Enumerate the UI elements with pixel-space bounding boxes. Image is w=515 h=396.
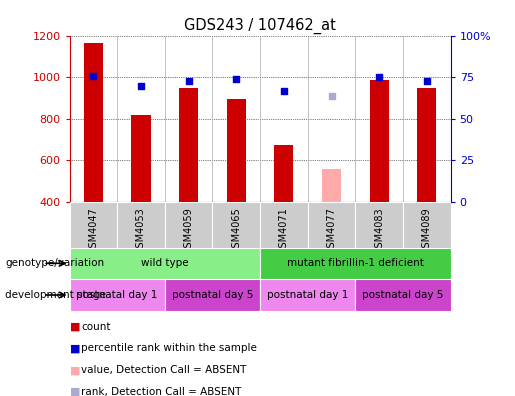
Text: wild type: wild type [141, 258, 188, 268]
Text: GSM4077: GSM4077 [327, 208, 336, 254]
Bar [227, 99, 246, 202]
Text: postnatal day 1: postnatal day 1 [267, 290, 349, 300]
Text: ■: ■ [70, 387, 80, 396]
Point [375, 74, 383, 80]
Bar [370, 80, 389, 202]
Point [89, 72, 97, 79]
Point [328, 92, 336, 99]
Bar [403, 202, 451, 248]
Bar [260, 202, 308, 248]
Bar [84, 43, 103, 202]
Bar [213, 202, 260, 248]
Bar [165, 202, 212, 248]
Bar [70, 248, 260, 279]
Text: rank, Detection Call = ABSENT: rank, Detection Call = ABSENT [81, 387, 242, 396]
Title: GDS243 / 107462_at: GDS243 / 107462_at [184, 18, 336, 34]
Bar [260, 248, 451, 279]
Text: mutant fibrillin-1 deficient: mutant fibrillin-1 deficient [287, 258, 424, 268]
Bar [417, 88, 436, 202]
Text: GSM4047: GSM4047 [89, 208, 98, 254]
Bar [322, 169, 341, 202]
Bar [70, 279, 165, 311]
Bar [355, 279, 451, 311]
Point [232, 76, 241, 82]
Bar [355, 202, 403, 248]
Bar [179, 88, 198, 202]
Bar [165, 279, 260, 311]
Text: ■: ■ [70, 322, 80, 332]
Text: GSM4059: GSM4059 [184, 208, 194, 254]
Text: development stage: development stage [5, 290, 106, 300]
Bar [117, 202, 165, 248]
Text: GSM4089: GSM4089 [422, 208, 432, 254]
Point [137, 82, 145, 89]
Bar [307, 202, 355, 248]
Bar [131, 114, 150, 202]
Text: GSM4065: GSM4065 [231, 208, 241, 254]
Text: GSM4083: GSM4083 [374, 208, 384, 254]
Text: count: count [81, 322, 111, 332]
Bar [274, 145, 294, 202]
Bar [260, 279, 355, 311]
Text: ■: ■ [70, 365, 80, 375]
Point [280, 88, 288, 94]
Text: GSM4071: GSM4071 [279, 208, 289, 254]
Text: postnatal day 1: postnatal day 1 [76, 290, 158, 300]
Text: ■: ■ [70, 343, 80, 354]
Text: postnatal day 5: postnatal day 5 [362, 290, 444, 300]
Text: percentile rank within the sample: percentile rank within the sample [81, 343, 258, 354]
Text: genotype/variation: genotype/variation [5, 258, 104, 268]
Text: postnatal day 5: postnatal day 5 [171, 290, 253, 300]
Point [184, 77, 193, 84]
Text: GSM4053: GSM4053 [136, 208, 146, 254]
Text: value, Detection Call = ABSENT: value, Detection Call = ABSENT [81, 365, 247, 375]
Point [423, 77, 431, 84]
Bar [70, 202, 117, 248]
